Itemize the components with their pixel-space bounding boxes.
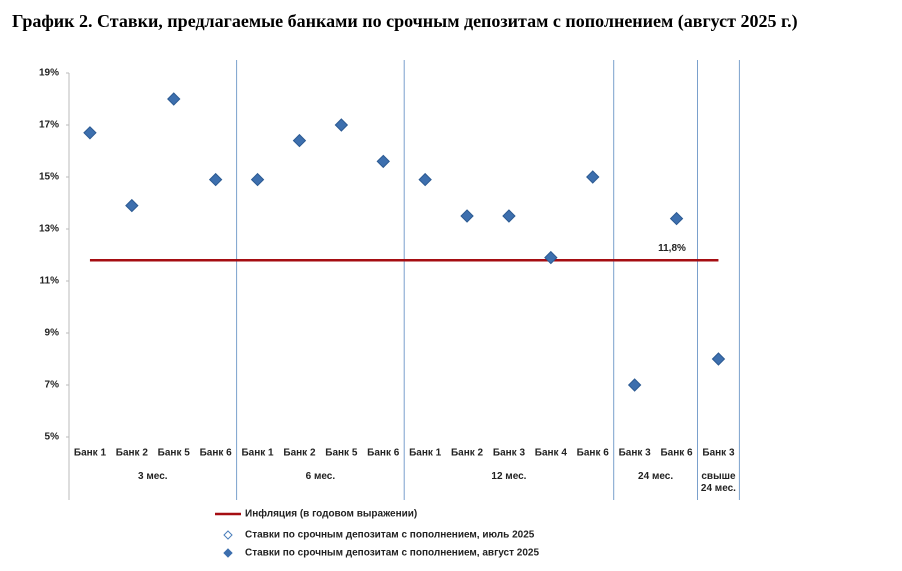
y-tick-label: 7% (45, 380, 60, 391)
group-label: свыше 24 мес. (700, 471, 736, 494)
legend-label: Ставки по срочным депозитам с пополнение… (245, 548, 539, 559)
marker (586, 170, 600, 184)
marker (376, 154, 390, 169)
marker (669, 211, 684, 226)
chart-title: График 2. Ставки, предлагаемые банками п… (12, 11, 798, 31)
y-tick-label: 17% (39, 120, 59, 131)
marker (292, 133, 307, 148)
x-tick-label: Банк 6 (577, 448, 610, 459)
x-tick-label: Банк 2 (116, 448, 149, 459)
y-tick-label: 5% (45, 432, 60, 443)
y-tick-label: 11% (40, 276, 60, 287)
marker (334, 118, 349, 132)
marker (125, 198, 139, 213)
x-tick-label: Банк 2 (283, 448, 316, 459)
y-tick-label: 13% (39, 224, 59, 235)
legend-swatch (223, 548, 233, 558)
group-label: 24 мес. (638, 471, 674, 482)
group-label: 3 мес. (138, 471, 168, 482)
x-tick-label: Банк 6 (660, 448, 693, 459)
marker (460, 209, 474, 223)
x-tick-label: Банк 3 (619, 448, 652, 459)
y-tick-label: 9% (45, 328, 60, 339)
legend-label: Ставки по срочным депозитам с пополнение… (245, 530, 535, 541)
x-tick-label: Банк 1 (74, 448, 107, 459)
group-label: 12 мес. (491, 471, 527, 482)
marker (167, 92, 181, 106)
x-tick-label: Банк 6 (200, 448, 233, 459)
x-tick-label: Банк 2 (451, 448, 484, 459)
marker (627, 378, 642, 392)
y-tick-label: 15% (39, 172, 59, 183)
x-tick-label: Банк 1 (241, 448, 274, 459)
x-tick-label: Банк 6 (367, 448, 400, 459)
y-tick-label: 19% (39, 68, 59, 79)
marker (711, 352, 726, 366)
marker (544, 250, 558, 265)
group-label: 6 мес. (305, 471, 336, 482)
marker (502, 209, 516, 223)
marker (418, 172, 432, 187)
inflation-label: 11,8% (658, 243, 686, 254)
marker (250, 172, 265, 187)
legend-label: Инфляция (в годовом выражении) (245, 508, 417, 520)
x-tick-label: Банк 5 (325, 448, 358, 459)
marker (208, 172, 223, 187)
x-tick-label: Банк 1 (409, 448, 442, 459)
legend-swatch (223, 530, 233, 540)
x-tick-label: Банк 4 (535, 448, 568, 459)
marker (83, 126, 97, 140)
x-tick-label: Банк 3 (493, 448, 526, 459)
x-tick-label: Банк 5 (158, 448, 191, 459)
x-tick-label: Банк 3 (702, 448, 735, 459)
